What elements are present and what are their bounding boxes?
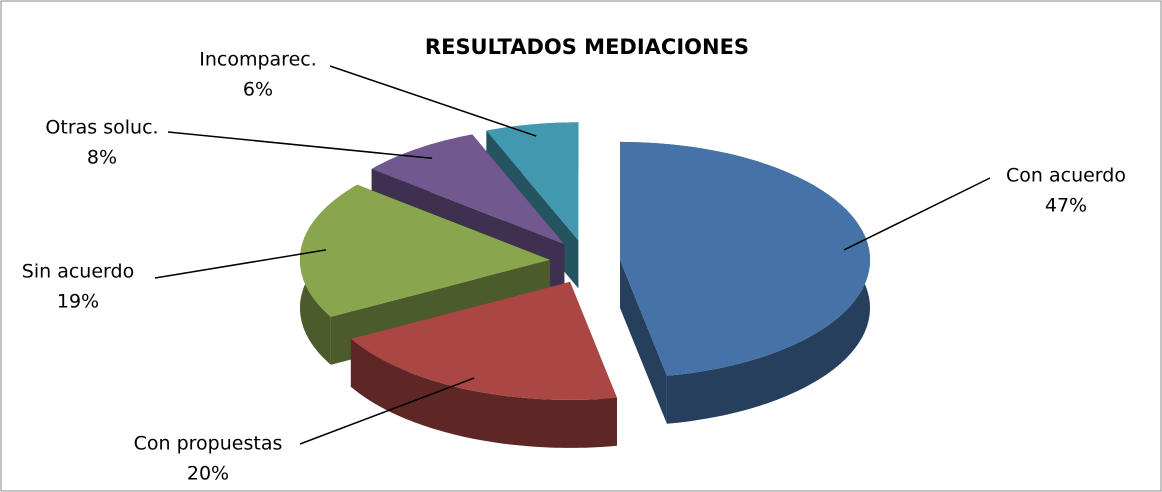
slice-side — [620, 259, 667, 424]
slice — [300, 184, 550, 317]
leader-line — [167, 131, 433, 160]
data-label-value: 19% — [57, 291, 99, 313]
data-label-value: 47% — [1045, 195, 1087, 217]
slice-group — [620, 141, 870, 424]
data-label-name: Con propuestas — [134, 433, 283, 455]
data-label-value: 8% — [87, 147, 117, 169]
data-label-name: Sin acuerdo — [22, 261, 134, 283]
data-label-name: Con acuerdo — [1006, 165, 1126, 187]
slice — [486, 122, 579, 241]
data-label-value: 6% — [243, 79, 273, 101]
leader-line — [329, 65, 537, 137]
slice — [371, 134, 565, 245]
data-label-name: Otras soluc. — [45, 117, 158, 139]
slice — [620, 141, 870, 376]
chart-title: RESULTADOS MEDIACIONES — [425, 35, 749, 59]
slice-side — [350, 338, 617, 448]
slice — [350, 281, 617, 400]
data-label-name: Incomparec. — [199, 49, 317, 71]
leader-line — [843, 177, 991, 251]
leader-line — [299, 377, 475, 445]
leader-line — [154, 249, 327, 279]
slice-group — [350, 281, 617, 448]
data-label-value: 20% — [187, 463, 229, 485]
